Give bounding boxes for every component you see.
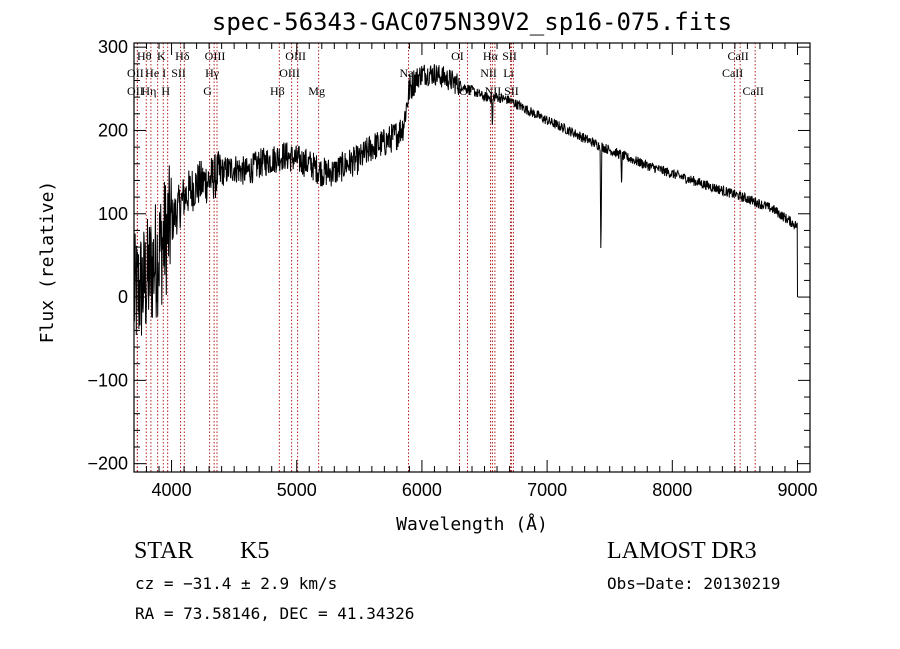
plot-frame: [133, 42, 811, 473]
chart-title: spec-56343-GAC075N39V2_sp16-075.fits: [212, 8, 732, 36]
axis-ticks: [133, 43, 811, 472]
line-label: CaII: [727, 49, 748, 63]
y-tick-label: 300: [98, 37, 128, 57]
line-label: NII: [480, 66, 497, 80]
y-tick-label: 200: [98, 120, 128, 140]
line-label: CaII: [743, 84, 764, 98]
y-tick-label: 0: [118, 287, 128, 307]
x-tick-label: 9000: [777, 480, 817, 500]
line-label: SII: [171, 66, 186, 80]
x-axis-label: Wavelength (Å): [396, 513, 548, 535]
line-label: Hη: [141, 84, 156, 98]
redshift-text: cz = −31.4 ± 2.9 km/s: [135, 574, 338, 593]
line-label: Hβ: [270, 84, 285, 98]
y-axis-label: Flux (relative): [37, 181, 58, 344]
line-label: G: [203, 84, 212, 98]
line-label: OIII: [285, 49, 306, 63]
x-tick-label: 4000: [152, 480, 192, 500]
line-label: Hγ: [205, 66, 220, 80]
line-label: K: [157, 49, 166, 63]
y-tick-label: −100: [87, 370, 128, 390]
x-tick-label: 6000: [402, 480, 442, 500]
line-label: OII: [127, 84, 144, 98]
line-label: He I: [145, 66, 166, 80]
obs-date: Obs−Date: 20130219: [607, 574, 781, 593]
x-tick-label: 8000: [652, 480, 692, 500]
line-label: OII: [127, 66, 144, 80]
object-subclass: K5: [240, 538, 270, 564]
line-label: Mg: [308, 84, 325, 98]
line-label: SII: [502, 49, 517, 63]
coordinates-text: RA = 73.58146, DEC = 41.34326: [135, 604, 415, 623]
spectral-line-markers: [136, 43, 756, 472]
y-tick-label: −200: [87, 454, 128, 474]
spectrum-series: [133, 64, 798, 336]
x-tick-label: 7000: [527, 480, 567, 500]
object-class: STAR: [134, 538, 194, 564]
line-label: OI: [451, 49, 464, 63]
line-label: Hθ: [137, 49, 152, 63]
line-label: Hα: [483, 49, 499, 63]
axis-tick-labels: 4000 5000 6000 7000 8000 9000 −200 −100 0 100 200 3…: [87, 37, 817, 500]
x-tick-label: 5000: [277, 480, 317, 500]
line-label: Hδ: [175, 49, 190, 63]
line-label: H: [161, 84, 170, 98]
line-label: SII: [504, 84, 519, 98]
line-label: Li: [503, 66, 514, 80]
line-label: OIII: [279, 66, 300, 80]
line-label: OIII: [205, 49, 226, 63]
y-tick-label: 100: [98, 204, 128, 224]
survey-name: LAMOST DR3: [607, 538, 757, 564]
line-label: CaII: [722, 66, 743, 80]
